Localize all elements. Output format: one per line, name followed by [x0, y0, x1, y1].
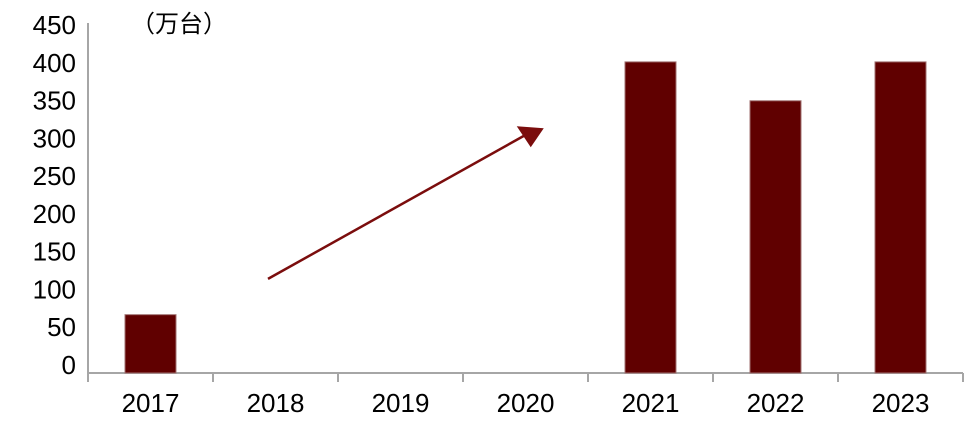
bar-2023 [874, 61, 927, 374]
y-tick-label: 400 [33, 48, 76, 78]
y-tick-label: 200 [33, 199, 76, 229]
y-tick-label: 450 [33, 10, 76, 40]
x-tick-label: 2017 [122, 388, 180, 418]
x-tick-label: 2019 [372, 388, 430, 418]
y-tick-label: 0 [62, 350, 76, 380]
x-tick-label: 2018 [247, 388, 305, 418]
y-tick-label: 300 [33, 123, 76, 153]
x-tick-label: 2020 [497, 388, 555, 418]
unit-label: （万台） [131, 11, 227, 38]
y-tick-label: 350 [33, 86, 76, 116]
trend-arrow-head [516, 126, 544, 148]
x-tick-label: 2022 [747, 388, 805, 418]
y-tick-label: 100 [33, 274, 76, 304]
x-tick-label: 2021 [622, 388, 680, 418]
trend-arrow-line [267, 133, 528, 280]
bar-2021 [624, 61, 677, 374]
y-tick-label: 150 [33, 237, 76, 267]
bar-2017 [124, 314, 177, 374]
y-tick-label: 50 [47, 312, 76, 342]
y-tick-label: 250 [33, 161, 76, 191]
bar-2022 [749, 100, 802, 374]
x-tick-label: 2023 [872, 388, 930, 418]
